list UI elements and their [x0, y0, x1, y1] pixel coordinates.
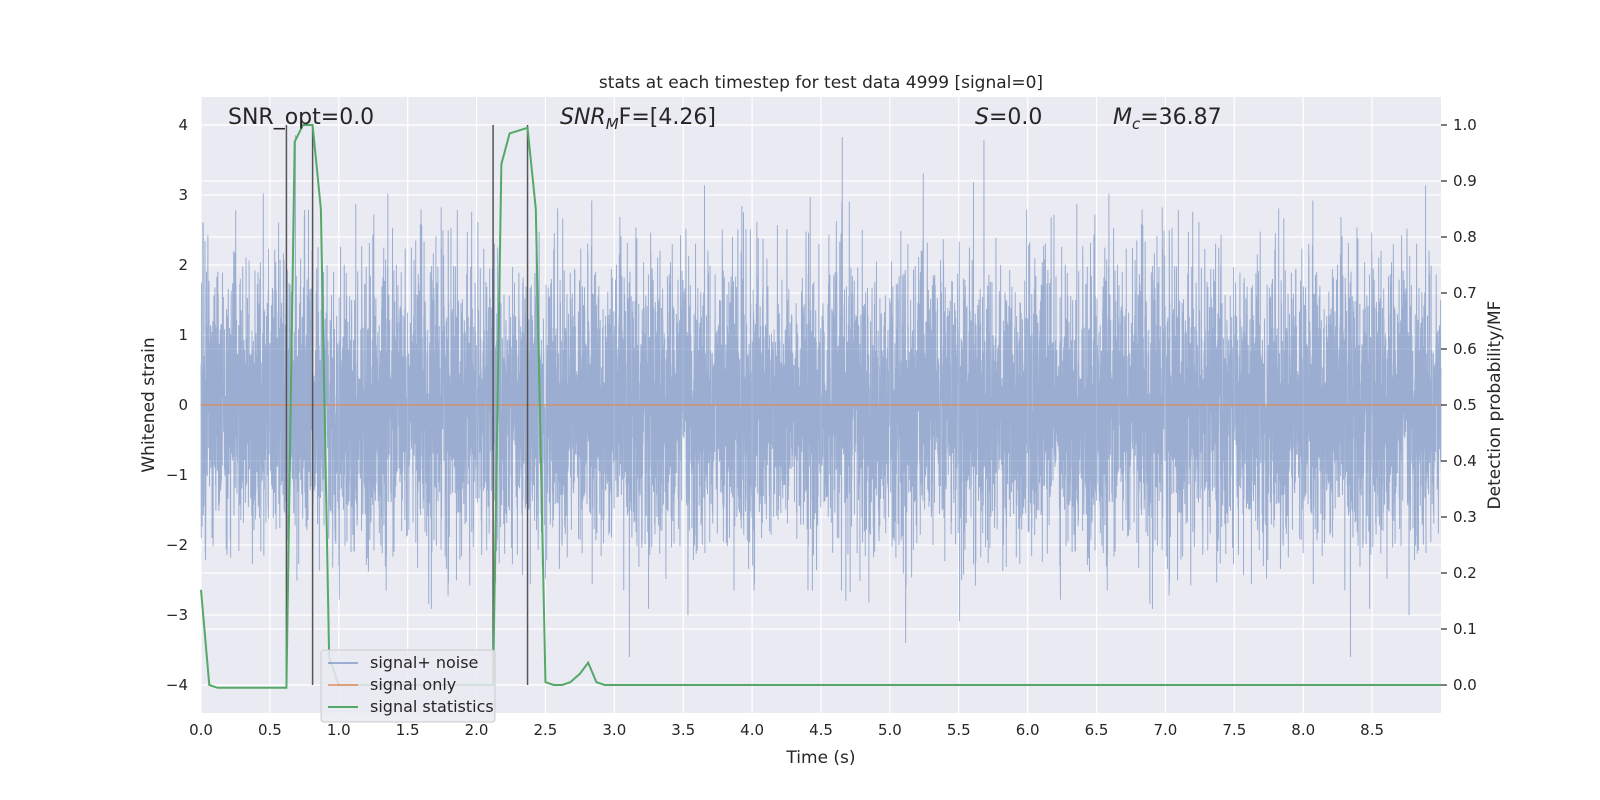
y-tick-label-4: 0 [178, 396, 188, 414]
legend-label-signal-statistics: signal statistics [370, 697, 494, 716]
y-tick-label-7: −3 [166, 606, 188, 624]
x-tick-label-10: 5.0 [878, 721, 902, 739]
y2-tick-label-4: 0.6 [1453, 340, 1477, 358]
x-tick-label-4: 2.0 [465, 721, 489, 739]
y2-tick-label-6: 0.4 [1453, 452, 1477, 470]
series-signal-noise-line [200, 135, 1442, 658]
x-tick-label-0: 0.0 [189, 721, 213, 739]
y-tick-label-8: −4 [166, 676, 188, 694]
chart-title: stats at each timestep for test data 499… [599, 73, 1043, 93]
legend: signal+ noise signal only signal statist… [320, 649, 496, 723]
y2-tick-label-8: 0.2 [1453, 564, 1477, 582]
y2-tick-label-5: 0.5 [1453, 396, 1477, 414]
y-tick-label-3: 1 [178, 326, 188, 344]
annotation-snr-mf: SNRMF=[4.26] [560, 105, 716, 133]
y-axis-label: Whitened strain [139, 337, 159, 472]
x-tick-label-13: 6.5 [1085, 721, 1109, 739]
vertical-markers [285, 125, 529, 685]
x-tick-label-6: 3.0 [602, 721, 626, 739]
signal-statistics-series [200, 124, 1441, 689]
y2-tick-label-7: 0.3 [1453, 508, 1477, 526]
x-tick-label-11: 5.5 [947, 721, 971, 739]
series-signal-statistics-line [200, 124, 1441, 689]
x-tick-label-15: 7.5 [1222, 721, 1246, 739]
annotation-mc: Mc=36.87 [1113, 105, 1222, 133]
x-tick-label-14: 7.0 [1154, 721, 1178, 739]
annotation-s: S=0.0 [975, 105, 1042, 130]
signal-noise-series [200, 135, 1442, 658]
y2-axis-ticks: 1.0 0.9 0.8 0.7 0.6 0.5 0.4 0.3 0.2 0.1 0.0 [1441, 116, 1477, 694]
y2-tick-label-2: 0.8 [1453, 228, 1477, 246]
y-tick-label-5: −1 [166, 466, 188, 484]
x-tick-label-12: 6.0 [1016, 721, 1040, 739]
y2-tick-label-9: 0.1 [1453, 620, 1477, 638]
y2-tick-label-10: 0.0 [1453, 676, 1477, 694]
legend-label-signal-only: signal only [370, 675, 456, 694]
y2-axis-label: Detection probability/MF [1485, 301, 1505, 510]
y-tick-label-6: −2 [166, 536, 188, 554]
annotation-snr-opt: SNR_opt=0.0 [228, 105, 374, 130]
y-tick-label-2: 2 [178, 256, 188, 274]
y2-tick-label-1: 0.9 [1453, 172, 1477, 190]
y-axis-ticks: 4 3 2 1 0 −1 −2 −3 −4 [166, 116, 188, 694]
legend-box [320, 649, 496, 723]
x-tick-label-17: 8.5 [1360, 721, 1384, 739]
x-tick-label-9: 4.5 [809, 721, 833, 739]
x-tick-label-5: 2.5 [534, 721, 558, 739]
legend-label-signal-noise: signal+ noise [370, 653, 478, 672]
x-tick-label-8: 4.0 [740, 721, 764, 739]
x-tick-label-3: 1.5 [396, 721, 420, 739]
y-tick-label-0: 4 [178, 116, 188, 134]
y-tick-label-1: 3 [178, 186, 188, 204]
x-tick-label-1: 0.5 [258, 721, 282, 739]
x-tick-label-7: 3.5 [671, 721, 695, 739]
y2-tick-label-0: 1.0 [1453, 116, 1477, 134]
x-tick-label-16: 8.0 [1291, 721, 1315, 739]
y2-tick-label-3: 0.7 [1453, 284, 1477, 302]
x-tick-label-2: 1.0 [327, 721, 351, 739]
x-axis-ticks: 0.0 0.5 1.0 1.5 2.0 2.5 3.0 3.5 4.0 4.5 5.0 5.5 6.0 6… [189, 721, 1384, 739]
x-axis-label: Time (s) [785, 748, 855, 768]
